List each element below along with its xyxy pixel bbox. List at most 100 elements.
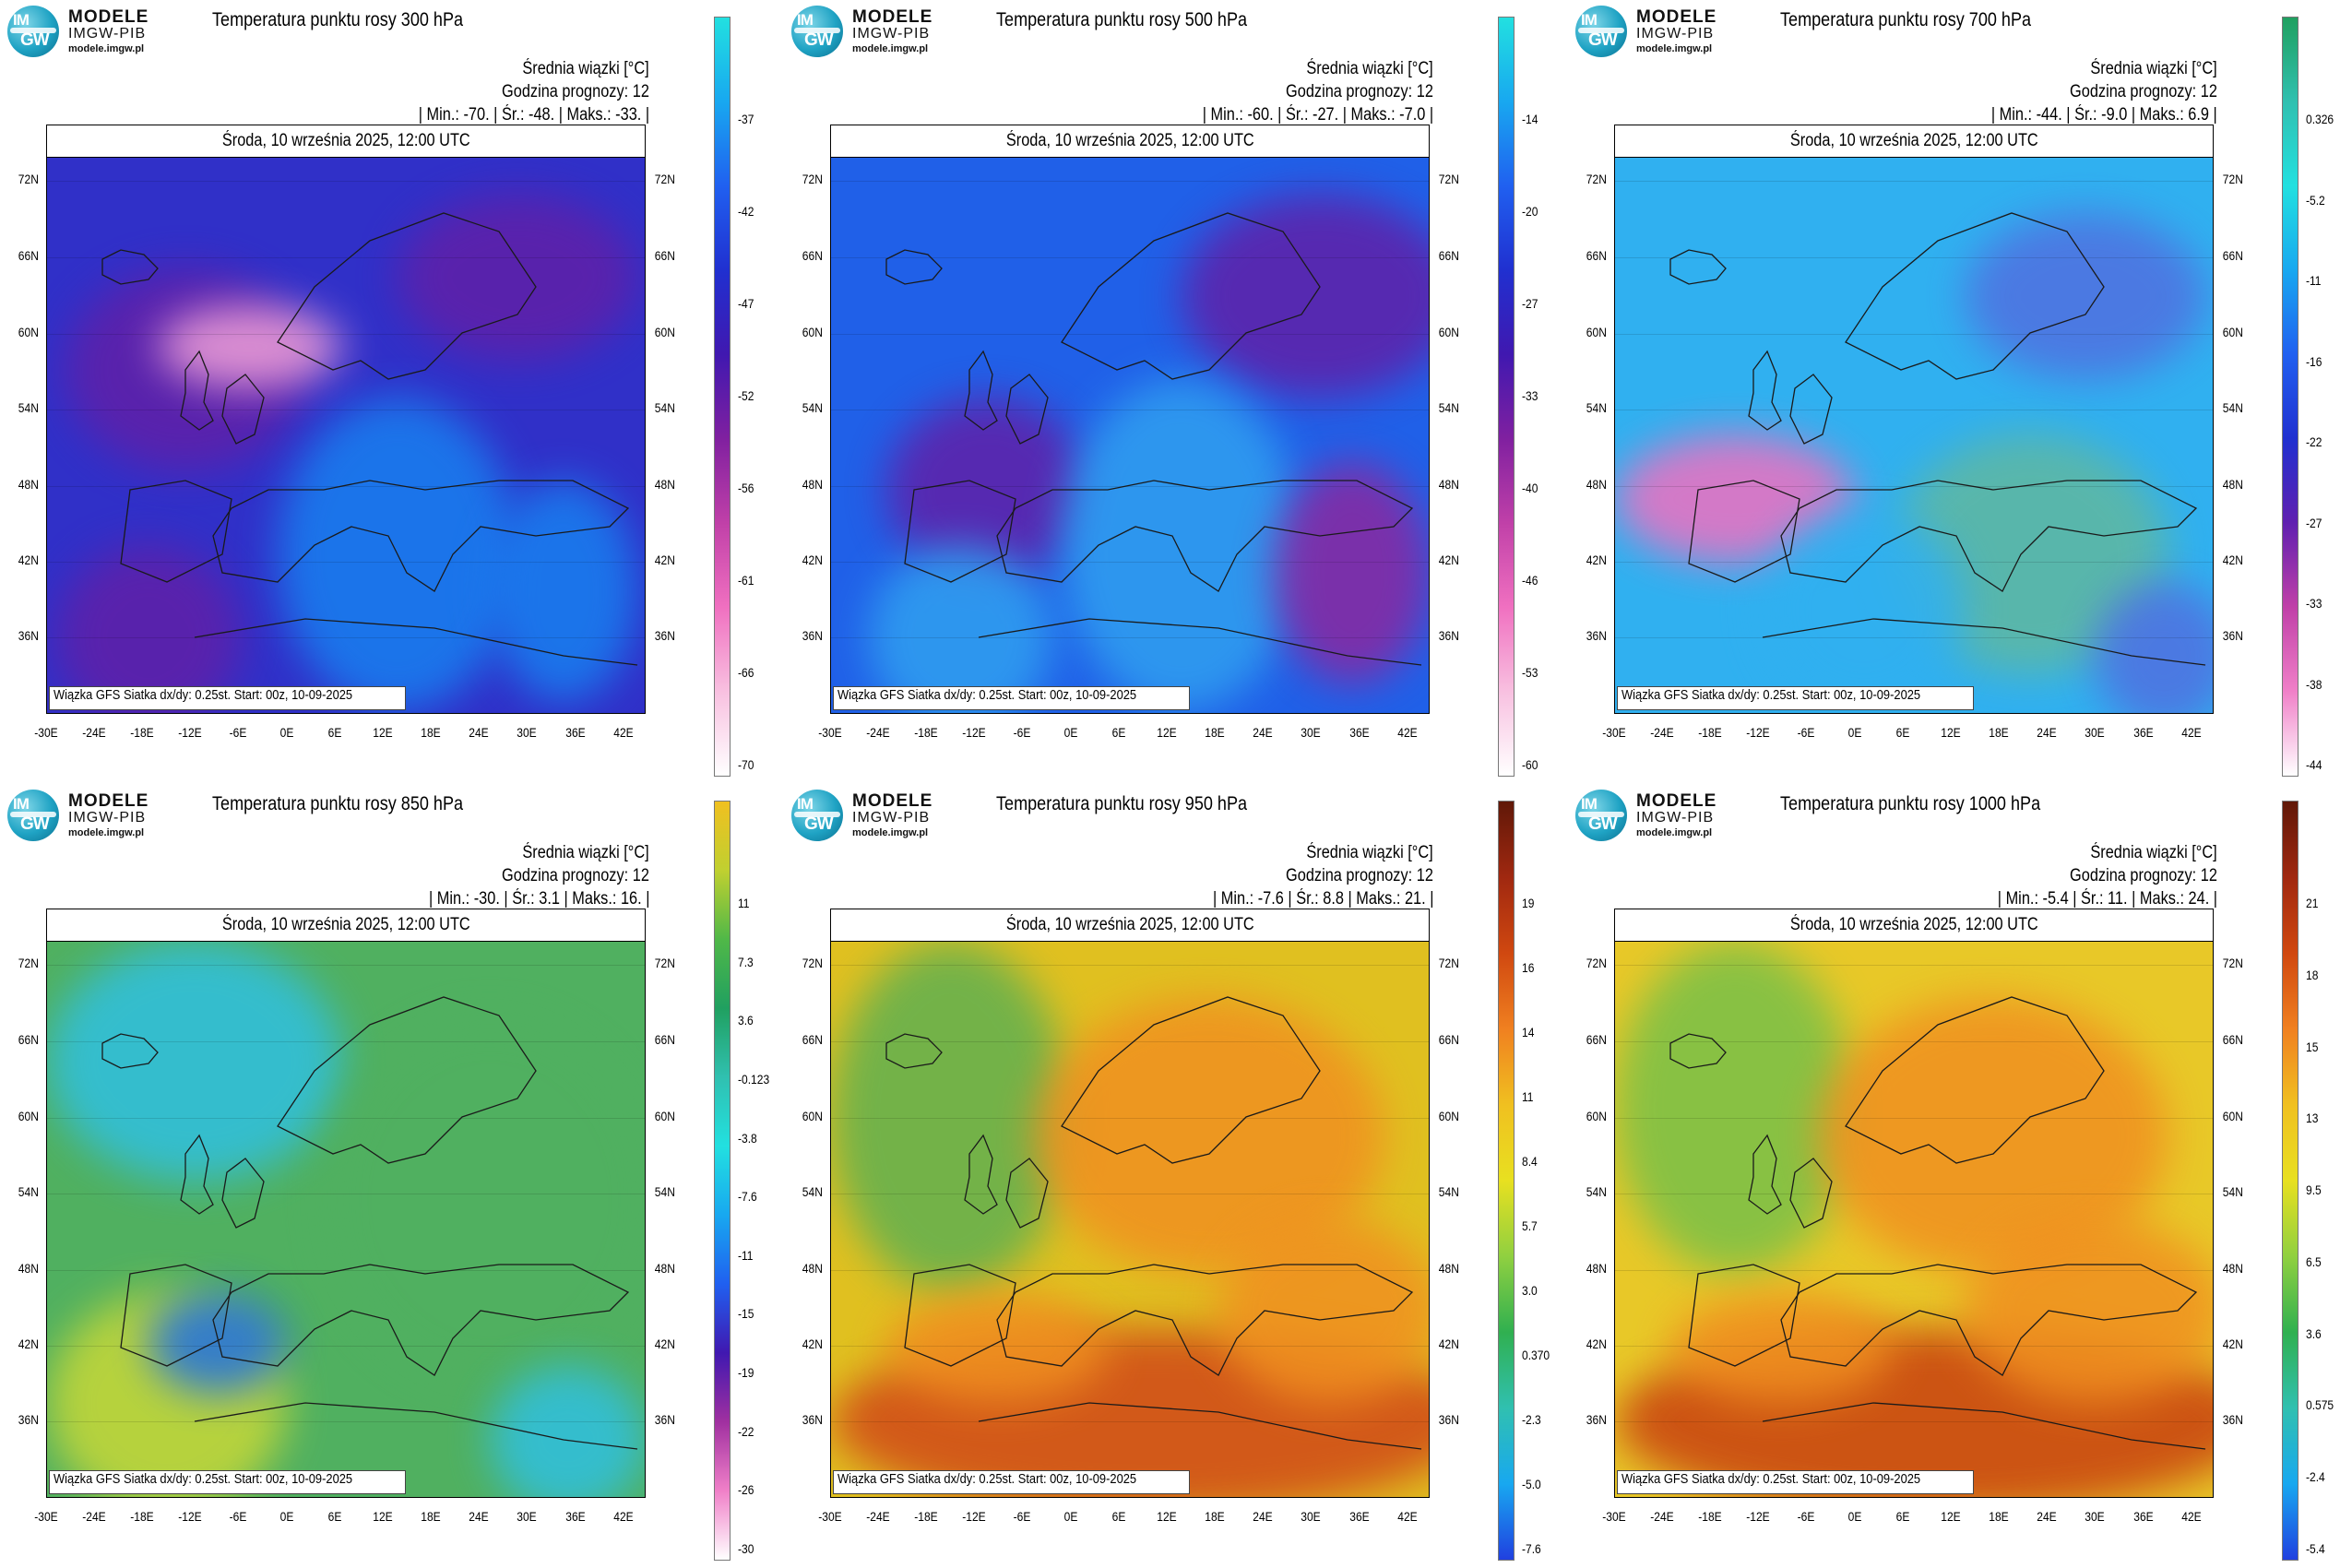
- latitude-tick-label: 42N: [2222, 552, 2243, 567]
- colorbar-tick-label: -53: [1522, 665, 1538, 680]
- field-region: [1274, 462, 1429, 683]
- stats-line: | Min.: -70. | Śr.: -48. | Maks.: -33. |: [418, 105, 649, 125]
- field-region: [490, 481, 637, 702]
- latitude-tick-label: 72N: [1586, 172, 1607, 186]
- field-region: [398, 195, 637, 361]
- longitude-tick-label: -24E: [866, 725, 890, 740]
- latitude-tick-label: 66N: [1438, 1032, 1459, 1047]
- panel-title: Temperatura punktu rosy 700 hPa: [1780, 9, 2032, 30]
- latitude-tick-label: 72N: [2222, 956, 2243, 970]
- date-bar: Środa, 10 września 2025, 12:00 UTC: [46, 125, 646, 157]
- colorbar-tick-label: -44: [2306, 757, 2322, 772]
- colorbar-tick-label: -16: [2306, 353, 2322, 369]
- longitude-tick-label: 6E: [327, 725, 342, 740]
- coastline-path: [180, 350, 214, 431]
- latitude-tick-label: 60N: [802, 325, 823, 339]
- coastline-path: [964, 350, 998, 431]
- footer-text: Wiązka GFS Siatka dx/dy: 0.25st. Start: …: [837, 1471, 1137, 1487]
- colorbar-tick-label: 0.370: [1522, 1348, 1550, 1362]
- longitude-tick-label: 18E: [1205, 725, 1225, 740]
- colorbar-tick-label: -42: [738, 204, 754, 219]
- logo-emblem-icon: IM GW: [7, 790, 59, 841]
- latitude-tick-label: 48N: [1586, 1261, 1607, 1276]
- model-footer: Wiązka GFS Siatka dx/dy: 0.25st. Start: …: [833, 686, 1190, 710]
- coastline-path: [101, 1033, 159, 1069]
- forecast-panel: IM GW MODELE IMGW-PIB modele.imgw.pl Tem…: [1568, 0, 2352, 784]
- longitude-tick-label: -18E: [914, 725, 938, 740]
- latitude-tick-label: 60N: [1586, 325, 1607, 339]
- latitude-tick-label: 42N: [1586, 552, 1607, 567]
- colorbar: [1498, 801, 1515, 1561]
- panel-title: Temperatura punktu rosy 300 hPa: [212, 9, 464, 30]
- panel-title: Temperatura punktu rosy 850 hPa: [212, 793, 464, 814]
- latitude-tick-label: 54N: [2222, 400, 2243, 415]
- longitude-tick-label: -30E: [1602, 1509, 1626, 1524]
- longitude-tick-label: 42E: [1397, 1509, 1418, 1524]
- colorbar-tick-label: -2.4: [2306, 1469, 2325, 1485]
- latitude-tick-label: 72N: [1586, 956, 1607, 970]
- weather-map: [46, 941, 646, 1498]
- coastline-outline: [101, 212, 638, 666]
- latitude-tick-label: 36N: [18, 1412, 39, 1427]
- latitude-tick-label: 72N: [18, 956, 39, 970]
- panel-title: Temperatura punktu rosy 1000 hPa: [1780, 793, 2041, 814]
- colorbar-tick-label: 16: [1522, 960, 1535, 975]
- grid-line: [47, 181, 645, 182]
- date-text: Środa, 10 września 2025, 12:00 UTC: [221, 131, 470, 150]
- latitude-tick-label: 66N: [802, 248, 823, 263]
- logo-url: modele.imgw.pl: [1636, 827, 1713, 838]
- logo-title: MODELE: [852, 791, 933, 811]
- logo-subtitle: IMGW-PIB: [852, 810, 931, 826]
- colorbar-tick-label: 6.5: [2306, 1253, 2322, 1269]
- logo-subtitle: IMGW-PIB: [852, 26, 931, 42]
- field-region: [1615, 942, 1855, 1274]
- logo-title: MODELE: [68, 791, 149, 811]
- latitude-tick-label: 60N: [1438, 1109, 1459, 1123]
- imgw-logo: IM GW MODELE IMGW-PIB modele.imgw.pl: [1575, 6, 1732, 59]
- model-footer: Wiązka GFS Siatka dx/dy: 0.25st. Start: …: [49, 1470, 406, 1494]
- latitude-tick-label: 60N: [2222, 325, 2243, 339]
- imgw-logo: IM GW MODELE IMGW-PIB modele.imgw.pl: [1575, 790, 1732, 843]
- date-text: Środa, 10 września 2025, 12:00 UTC: [221, 915, 470, 934]
- model-footer: Wiązka GFS Siatka dx/dy: 0.25st. Start: …: [1617, 686, 1974, 710]
- latitude-tick-label: 42N: [18, 552, 39, 567]
- colorbar-tick-label: -5.4: [2306, 1541, 2325, 1556]
- longitude-tick-label: -30E: [34, 725, 58, 740]
- logo-emblem-bottom: GW: [20, 30, 50, 50]
- grid-line: [1615, 257, 2213, 258]
- longitude-tick-label: 30E: [517, 1509, 537, 1524]
- latitude-tick-label: 48N: [1438, 1261, 1459, 1276]
- coastline-path: [885, 249, 943, 285]
- latitude-tick-label: 60N: [18, 1109, 39, 1123]
- grid-line: [1615, 637, 2213, 638]
- grid-line: [47, 1346, 645, 1347]
- longitude-tick-label: 12E: [1941, 725, 1961, 740]
- logo-subtitle: IMGW-PIB: [1636, 810, 1715, 826]
- latitude-tick-label: 66N: [2222, 248, 2243, 263]
- longitude-tick-label: 0E: [1063, 1509, 1078, 1524]
- grid-line: [831, 334, 1429, 335]
- longitude-tick-label: -30E: [34, 1509, 58, 1524]
- coastline-path: [904, 1264, 1016, 1367]
- logo-emblem-bottom: GW: [1588, 814, 1618, 834]
- grid-line: [47, 1041, 645, 1042]
- coastline-path: [1845, 996, 2105, 1164]
- forecast-hour-label: Godzina prognozy: 12: [502, 866, 649, 885]
- logo-emblem-top: IM: [1581, 795, 1598, 813]
- colorbar-tick-label: 0.326: [2306, 112, 2334, 126]
- longitude-tick-label: 6E: [1895, 725, 1910, 740]
- longitude-tick-label: -6E: [1797, 1509, 1815, 1524]
- latitude-tick-label: 42N: [802, 1336, 823, 1351]
- colorbar-tick-label: 21: [2306, 896, 2319, 910]
- coastline-path: [1748, 350, 1782, 431]
- colorbar-tick-label: 18: [2306, 967, 2319, 982]
- longitude-tick-label: 24E: [1253, 725, 1273, 740]
- colorbar-tick-label: -5.0: [1522, 1477, 1541, 1491]
- weather-map: [46, 157, 646, 714]
- field-region: [148, 1292, 287, 1394]
- latitude-tick-label: 66N: [1438, 248, 1459, 263]
- date-text: Środa, 10 września 2025, 12:00 UTC: [1005, 915, 1254, 934]
- colorbar-tick-label: -2.3: [1522, 1412, 1541, 1427]
- colorbar-tick-label: 5.7: [1522, 1218, 1538, 1233]
- footer-text: Wiązka GFS Siatka dx/dy: 0.25st. Start: …: [53, 687, 353, 703]
